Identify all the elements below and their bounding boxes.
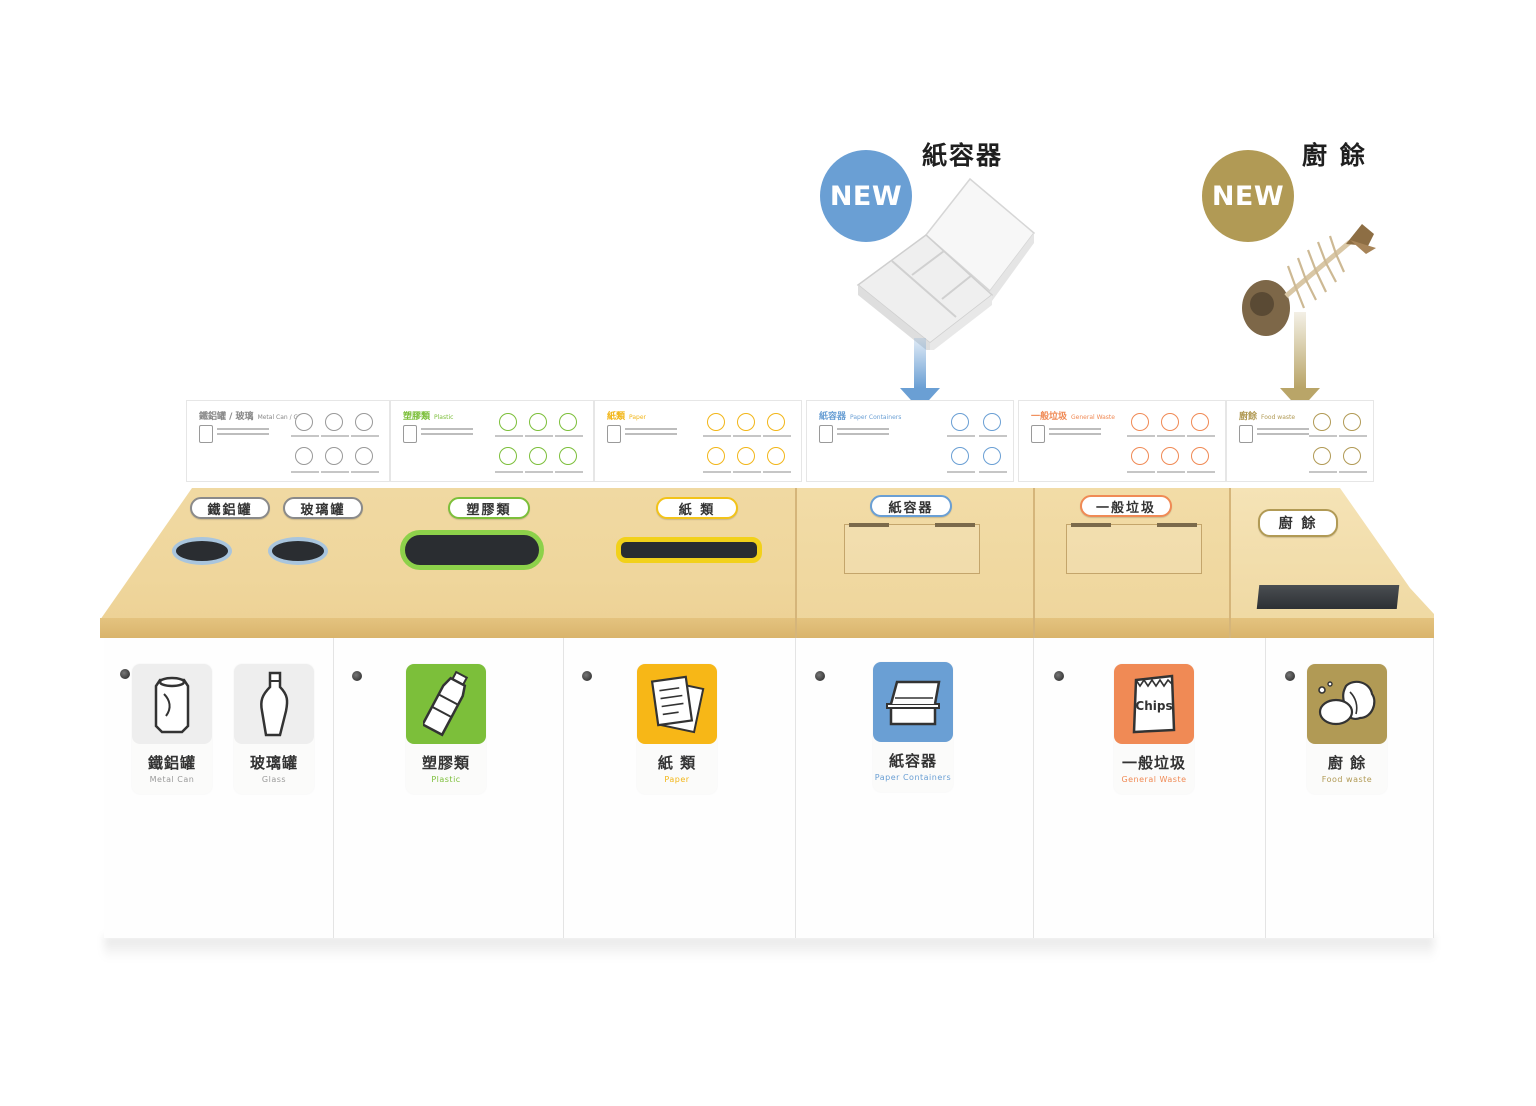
bin-label-en: Food waste — [1321, 775, 1373, 784]
callout-title-food-waste: 廚 餘 — [1302, 141, 1367, 170]
counter-seam — [1033, 488, 1035, 638]
sign-metal-glass: 鐵鋁罐 / 玻璃 Metal Can / Glass — [186, 400, 390, 482]
plastic-opening[interactable] — [400, 530, 544, 570]
sign-general-waste: 一般垃圾 General Waste — [1018, 400, 1226, 482]
arrow-shaft-food-waste — [1294, 312, 1306, 388]
sign-subtitle: Paper — [629, 414, 647, 421]
bin-label: 塑膠類 — [421, 754, 470, 772]
bin-card-paper: 紙 類 Paper — [637, 664, 717, 794]
food-waste-icon — [1307, 664, 1387, 744]
sign-title: 廚餘 — [1239, 412, 1258, 422]
sign-title: 紙類 — [607, 412, 626, 422]
plastic-bottle-icon — [406, 664, 486, 744]
counter-edge — [100, 618, 1434, 638]
sign-subtitle: Paper Containers — [850, 414, 902, 421]
paper-opening[interactable] — [616, 537, 762, 563]
bin-label: 一般垃圾 — [1121, 754, 1186, 772]
bin-card-food-waste: 廚 餘 Food waste — [1307, 664, 1387, 794]
sign-title: 鐵鋁罐 / 玻璃 — [199, 412, 254, 422]
bin-card-paper-containers: 紙容器 Paper Containers — [873, 662, 953, 792]
bin-label-en: Plastic — [431, 775, 461, 784]
lid-label-glass: 玻璃罐 — [283, 497, 363, 519]
sign-title: 紙容器 — [819, 412, 847, 422]
bin-label-en: General Waste — [1121, 775, 1187, 784]
lid-label-general-waste: 一般垃圾 — [1080, 495, 1172, 517]
counter-seam — [795, 488, 797, 638]
general-waste-flap[interactable] — [1066, 523, 1202, 574]
sign-food-waste: 廚餘 Food waste — [1226, 400, 1374, 482]
lock-icon[interactable] — [1054, 671, 1064, 681]
lid-label-plastic: 塑膠類 — [448, 497, 530, 519]
sign-title: 一般垃圾 — [1031, 412, 1068, 422]
callout-title-paper-containers: 紙容器 — [922, 141, 1004, 170]
chips-text: Chips — [1135, 699, 1172, 713]
bin-card-metal-can: 鐵鋁罐 Metal Can — [132, 664, 212, 794]
bin-card-glass: 玻璃罐 Glass — [234, 664, 314, 794]
sign-title: 塑膠類 — [403, 412, 431, 422]
sign-paper-containers: 紙容器 Paper Containers — [806, 400, 1014, 482]
lock-icon[interactable] — [582, 671, 592, 681]
bottle-icon — [234, 664, 314, 744]
bin-label-en: Paper Containers — [874, 773, 952, 782]
paper-containers-flap[interactable] — [844, 523, 980, 574]
lid-label-paper: 紙 類 — [656, 497, 738, 519]
lock-icon[interactable] — [120, 669, 130, 679]
sign-subtitle: Plastic — [434, 414, 454, 421]
lid-label-metal-can: 鐵鋁罐 — [190, 497, 270, 519]
bin-label-en: Metal Can — [149, 775, 195, 784]
lock-icon[interactable] — [352, 671, 362, 681]
bin-card-plastic: 塑膠類 Plastic — [406, 664, 486, 794]
counter-seam — [1229, 488, 1231, 638]
bin-label: 紙 類 — [657, 754, 697, 772]
bin-label: 玻璃罐 — [249, 754, 298, 772]
sign-subtitle: Metal Can / Glass — [257, 414, 310, 421]
paper-box-icon — [873, 662, 953, 742]
cabinet-shadow — [104, 936, 1434, 960]
sign-plastic: 塑膠類 Plastic — [390, 400, 594, 482]
chips-bag-icon: Chips — [1114, 664, 1194, 744]
metal-can-opening[interactable] — [172, 537, 232, 565]
bin-label-en: Paper — [664, 775, 690, 784]
bin-label-en: Glass — [261, 775, 287, 784]
sign-paper: 紙類 Paper — [594, 400, 802, 482]
sign-subtitle: Food waste — [1261, 414, 1296, 421]
can-icon — [132, 664, 212, 744]
arrow-shaft-paper-containers — [914, 338, 926, 388]
lock-icon[interactable] — [1285, 671, 1295, 681]
lid-label-paper-containers: 紙容器 — [870, 495, 952, 517]
lock-icon[interactable] — [815, 671, 825, 681]
new-badge-food-waste: NEW — [1202, 150, 1294, 242]
bin-label: 鐵鋁罐 — [147, 754, 196, 772]
new-badge-paper-containers: NEW — [820, 150, 912, 242]
bin-label: 廚 餘 — [1327, 754, 1367, 772]
lid-label-food-waste: 廚 餘 — [1258, 509, 1338, 537]
sign-subtitle: General Waste — [1071, 414, 1115, 421]
bin-card-general-waste: Chips 一般垃圾 General Waste — [1114, 664, 1194, 794]
paper-icon — [637, 664, 717, 744]
glass-opening[interactable] — [268, 537, 328, 565]
paper-lunchbox-image — [856, 177, 1036, 350]
fish-bone-image — [1242, 224, 1376, 336]
food-waste-tray[interactable] — [1256, 585, 1400, 609]
bin-label: 紙容器 — [888, 752, 937, 770]
